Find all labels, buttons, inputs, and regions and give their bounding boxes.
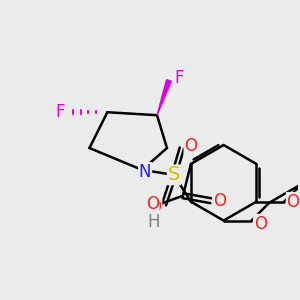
Text: F: F <box>174 69 184 87</box>
Text: O: O <box>148 198 161 216</box>
Text: S: S <box>168 165 180 184</box>
Text: O: O <box>146 195 159 213</box>
Text: O: O <box>213 192 226 210</box>
Text: N: N <box>139 163 152 181</box>
Text: F: F <box>55 103 64 121</box>
Text: O: O <box>286 193 300 211</box>
Text: H: H <box>147 213 159 231</box>
Polygon shape <box>157 80 171 115</box>
Text: O: O <box>254 214 267 232</box>
Text: O: O <box>184 137 197 155</box>
